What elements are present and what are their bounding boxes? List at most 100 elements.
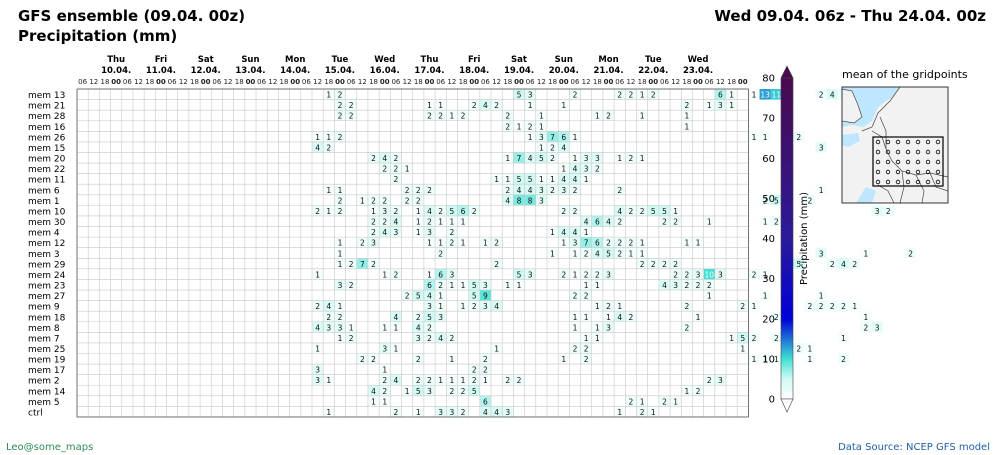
gridpoint-marker (895, 159, 901, 165)
cell-value-label: 2 (438, 207, 443, 216)
cell-value-label: 1 (640, 397, 645, 406)
hour-label: 18 (414, 78, 423, 86)
cell-value-label: 1 (684, 122, 689, 131)
cell-value-label: 1 (449, 112, 454, 121)
heatmap-cell (323, 374, 335, 386)
cell-value-label: 1 (539, 175, 544, 184)
cell-value-label: 2 (438, 281, 443, 290)
heatmap-cell (681, 300, 693, 312)
heatmap-cell (323, 406, 335, 417)
heatmap-cell (614, 89, 626, 100)
heatmap-cell (692, 268, 704, 280)
heatmap-cell (759, 194, 771, 206)
cell-value-label: 2 (438, 249, 443, 258)
heatmap-cell (815, 141, 827, 153)
cell-value-label: 5 (539, 154, 544, 163)
cell-value-label: 2 (852, 260, 857, 269)
heatmap-cell (625, 395, 637, 407)
heatmap-cell (647, 89, 659, 100)
cell-value-label: 1 (640, 112, 645, 121)
hour-label: 00 (201, 78, 211, 86)
heatmap-cell (435, 311, 447, 322)
member-label: ctrl (28, 408, 43, 418)
cell-value-label: 2 (629, 207, 634, 216)
cell-value-label: 1 (841, 334, 846, 343)
heatmap-cell (580, 342, 592, 354)
cell-value-label: 2 (606, 239, 611, 248)
cell-value-label: 1 (640, 249, 645, 258)
cell-value-label: 3 (539, 133, 544, 142)
cell-value-label: 1 (752, 133, 757, 142)
cell-value-label: 2 (796, 133, 801, 142)
heatmap-cell (435, 205, 447, 216)
heatmap-cell (681, 110, 693, 121)
heatmap-cell (356, 194, 368, 206)
hour-label: 18 (459, 78, 468, 86)
heatmap-cells (311, 89, 917, 417)
cell-value-label: 1 (326, 91, 331, 100)
heatmap-cell (826, 258, 838, 269)
cell-value-label: 2 (550, 143, 555, 152)
hour-label: 06 (257, 78, 266, 86)
cell-value-label: 2 (640, 207, 645, 216)
heatmap-cell (334, 311, 346, 322)
heatmap-cell (524, 99, 536, 111)
heatmap-cell (546, 173, 559, 185)
heatmap-cell (748, 332, 760, 343)
cell-value-label: 5 (472, 387, 477, 396)
cell-value-label: 2 (662, 218, 667, 227)
cell-value-label: 1 (416, 228, 421, 237)
heatmap-cell (558, 205, 570, 216)
member-label: mem 19 (28, 356, 66, 366)
heatmap-cell (479, 364, 492, 375)
cell-value-label: 3 (338, 323, 343, 332)
cell-value-label: 5 (472, 292, 477, 301)
hour-label: 12 (313, 78, 322, 86)
heatmap-cell (726, 332, 738, 343)
heatmap-cell (602, 321, 615, 333)
cell-value-label: 2 (371, 260, 376, 269)
heatmap-cell (323, 311, 335, 322)
heatmap-cell (726, 99, 738, 111)
cell-value-label: 4 (494, 302, 499, 311)
hour-label: 12 (179, 78, 188, 86)
heatmap-cell (491, 300, 503, 312)
heatmap-cell (491, 406, 503, 417)
heatmap-cell (390, 163, 402, 174)
cell-value-label: 10 (704, 270, 714, 279)
heatmap-cell (670, 395, 682, 407)
day-name-label: Tue (645, 55, 662, 65)
hour-label: 12 (537, 78, 546, 86)
heatmap-cell (468, 290, 480, 301)
heatmap-cell (435, 247, 447, 259)
member-label: mem 26 (28, 133, 66, 143)
gridpoint-marker (895, 149, 901, 155)
member-label: mem 11 (28, 176, 65, 186)
day-name-label: Thu (421, 55, 439, 65)
heatmap-cell (546, 184, 559, 195)
member-label: mem 5 (28, 398, 60, 408)
heatmap-cell (793, 131, 805, 142)
heatmap-cell (837, 300, 850, 312)
heatmap-cell (524, 268, 536, 280)
cell-value-label: 2 (673, 260, 678, 269)
heatmap-cell (334, 300, 346, 312)
hour-label: 00 (156, 78, 166, 86)
heatmap-cell (793, 258, 805, 269)
hour-label: 06 (168, 78, 177, 86)
heatmap-cell (412, 311, 424, 322)
heatmap-cell (591, 152, 603, 164)
colorbar-max-arrow (780, 65, 794, 79)
heatmap-cell (457, 300, 469, 312)
hour-label: 12 (224, 78, 233, 86)
cell-value-label: 1 (326, 133, 331, 142)
cell-value-label: 7 (360, 260, 365, 269)
heatmap-cell (446, 226, 458, 238)
heatmap-cell (457, 279, 469, 291)
title-line-1: GFS ensemble (09.04. 00z) (18, 7, 246, 25)
heatmap-cell (569, 311, 581, 322)
cell-value-label: 2 (796, 345, 801, 354)
cell-value-label: 1 (864, 313, 869, 322)
heatmap-cell (759, 131, 771, 142)
heatmap-cell (502, 173, 514, 185)
